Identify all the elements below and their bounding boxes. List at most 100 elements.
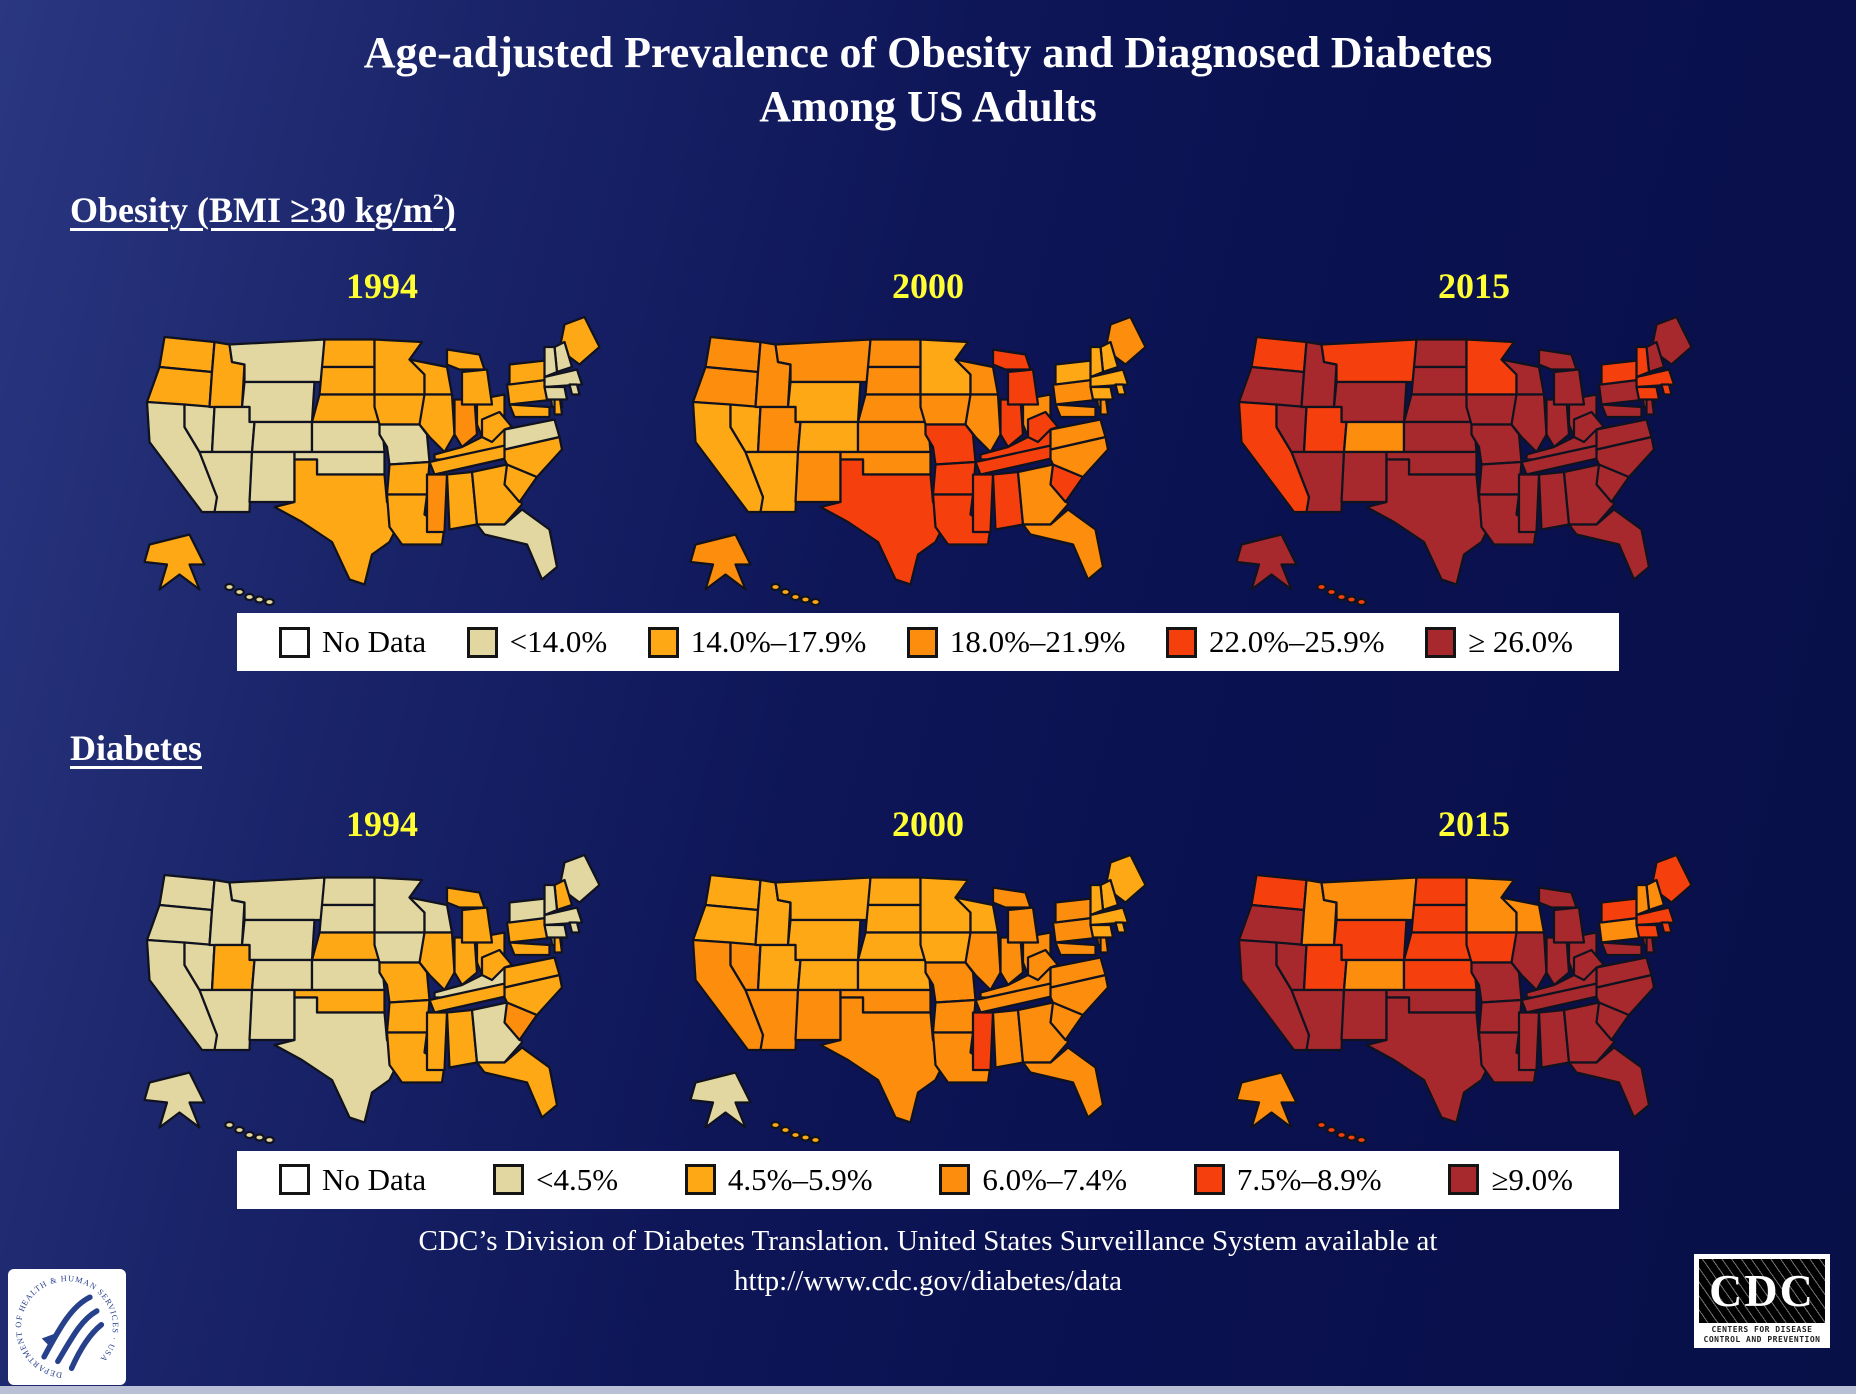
state-NE (1402, 931, 1476, 961)
diabetes-map-2000 (689, 853, 1147, 1144)
state-FL (475, 1046, 559, 1119)
state-HI (1326, 587, 1337, 597)
state-IN (1545, 936, 1571, 986)
hhs-eagle-icon: DEPARTMENT OF HEALTH & HUMAN SERVICES · … (14, 1274, 120, 1380)
state-MA (543, 368, 584, 389)
state-RI (568, 383, 581, 396)
diabetes-section-heading: Diabetes (70, 727, 202, 769)
diabetes-year-label-2015: 2015 (1438, 803, 1510, 844)
state-HI (264, 1135, 275, 1144)
diabetes-map-2015 (1235, 853, 1693, 1144)
state-VA (503, 956, 561, 989)
state-HI (790, 1130, 801, 1139)
state-FL (1567, 1046, 1651, 1119)
legend-swatch (279, 626, 310, 658)
state-FL (1021, 508, 1105, 581)
obesity-heading-superscript: 2 (432, 189, 444, 215)
state-UT (1302, 943, 1348, 991)
state-CO (250, 420, 314, 454)
state-MD (508, 941, 551, 956)
obesity-heading-text: Obesity (BMI ≥30 kg/m (70, 190, 433, 231)
state-OR (691, 365, 760, 409)
state-AR (1477, 998, 1523, 1034)
state-RI (1660, 921, 1673, 934)
state-MI (1537, 886, 1586, 944)
state-AK (1235, 1071, 1298, 1129)
state-CO (796, 958, 860, 991)
state-CT (1635, 385, 1661, 401)
state-RI (1660, 383, 1673, 396)
state-AR (931, 998, 977, 1034)
state-OR (145, 903, 214, 946)
state-HI (770, 582, 781, 592)
state-ND (320, 338, 376, 369)
footer-citation-line1: CDC’s Division of Diabetes Translation. … (418, 1224, 1438, 1257)
state-IN (1545, 398, 1571, 449)
legend-swatch (1193, 1164, 1225, 1196)
obesity-2000-column: 2000 (678, 263, 1178, 607)
state-HI (780, 1125, 791, 1134)
state-HI (1346, 1133, 1357, 1142)
state-MA (1635, 368, 1676, 389)
state-MO (924, 423, 977, 466)
diabetes-legend-item: 4.5%–5.9% (684, 1161, 873, 1198)
legend-swatch (684, 1164, 716, 1196)
page-title-line1: Age-adjusted Prevalence of Obesity and D… (363, 28, 1493, 77)
state-ND (320, 876, 376, 906)
state-MD (1600, 403, 1643, 419)
state-WY (240, 380, 316, 424)
state-KS (856, 420, 932, 454)
diabetes-1994-column: 1994 (132, 801, 632, 1145)
legend-label: <14.0% (509, 624, 608, 660)
diabetes-2015-column: 2015 (1224, 801, 1724, 1145)
legend-label: 7.5%–8.9% (1236, 1161, 1382, 1197)
obesity-section-heading-wrap: Obesity (BMI ≥30 kg/m2) (70, 159, 1856, 261)
state-HI (224, 1120, 235, 1129)
obesity-legend-item: 22.0%–25.9% (1165, 624, 1385, 660)
state-AZ (1290, 988, 1346, 1051)
state-UT (210, 943, 256, 991)
state-VA (1049, 956, 1107, 989)
state-SD (318, 903, 376, 934)
state-NM (794, 988, 842, 1041)
state-AZ (198, 988, 254, 1051)
state-MD (508, 403, 551, 419)
obesity-year-label-1994: 1994 (346, 266, 418, 307)
state-KS (310, 958, 386, 991)
state-WY (1332, 918, 1408, 961)
state-TX (273, 458, 401, 586)
cdc-tagline-line2: CONTROL AND PREVENTION (1703, 1335, 1821, 1344)
obesity-legend-item: 14.0%–17.9% (647, 624, 866, 660)
state-SD (1410, 365, 1468, 396)
state-VT (543, 883, 559, 916)
diabetes-legend-item: No Data (279, 1162, 426, 1198)
state-NE (1402, 393, 1476, 424)
state-HI (244, 592, 255, 602)
diabetes-map-row: 1994 2000 2015 (0, 801, 1856, 1145)
state-NM (1340, 450, 1388, 504)
state-CT (1635, 923, 1661, 939)
state-WV (1572, 948, 1606, 981)
state-OR (145, 365, 214, 409)
state-OR (1237, 903, 1306, 946)
state-CT (1089, 385, 1115, 401)
state-HI (1356, 597, 1367, 607)
state-MA (1635, 906, 1676, 926)
diabetes-legend: No Data <4.5% 4.5%–5.9% 6.0%–7.4% 7.5%–8.9% ≥… (237, 1150, 1619, 1209)
legend-label: 4.5%–5.9% (727, 1161, 873, 1197)
cdc-logo-box: CDC (1699, 1259, 1825, 1323)
state-HI (254, 595, 265, 604)
state-UT (756, 405, 802, 454)
state-NM (248, 450, 296, 504)
state-ND (1412, 876, 1468, 906)
state-OR (691, 903, 760, 946)
state-TX (1365, 458, 1493, 586)
state-VT (543, 345, 559, 379)
state-RI (1114, 383, 1127, 396)
state-HI (244, 1130, 255, 1139)
state-NE (310, 931, 384, 961)
state-NM (248, 988, 296, 1041)
state-AK (689, 533, 752, 591)
state-VA (1049, 418, 1107, 451)
